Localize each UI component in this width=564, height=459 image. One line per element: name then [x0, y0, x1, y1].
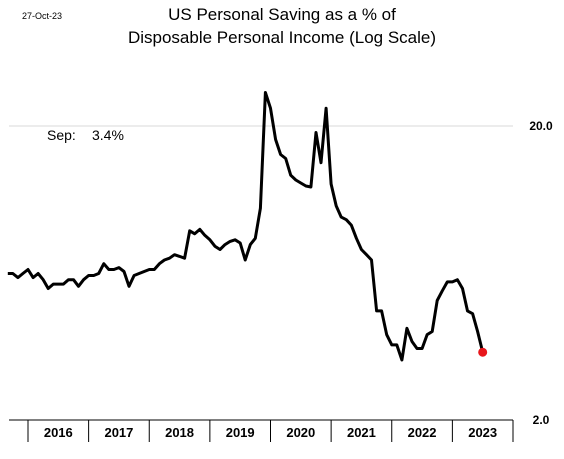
x-tick-label: 2018	[165, 425, 194, 440]
last-point-marker	[478, 347, 488, 357]
latest-value-label: Sep:	[47, 127, 76, 143]
x-tick-label: 2017	[104, 425, 133, 440]
chart-title: US Personal Saving as a % of	[168, 5, 396, 24]
x-tick-label: 2021	[347, 425, 376, 440]
x-tick-label: 2023	[468, 425, 497, 440]
date-stamp: 27-Oct-23	[22, 11, 63, 21]
series-line	[7, 91, 485, 362]
y-tick-label: 20.0	[529, 119, 553, 133]
latest-value: 3.4%	[92, 127, 124, 143]
x-tick-label: 2020	[286, 425, 315, 440]
y-tick-label: 2.0	[533, 413, 550, 427]
x-tick-label: 2016	[44, 425, 73, 440]
x-tick-label: 2019	[226, 425, 255, 440]
chart-subtitle: Disposable Personal Income (Log Scale)	[127, 28, 437, 47]
x-tick-label: 2022	[408, 425, 437, 440]
